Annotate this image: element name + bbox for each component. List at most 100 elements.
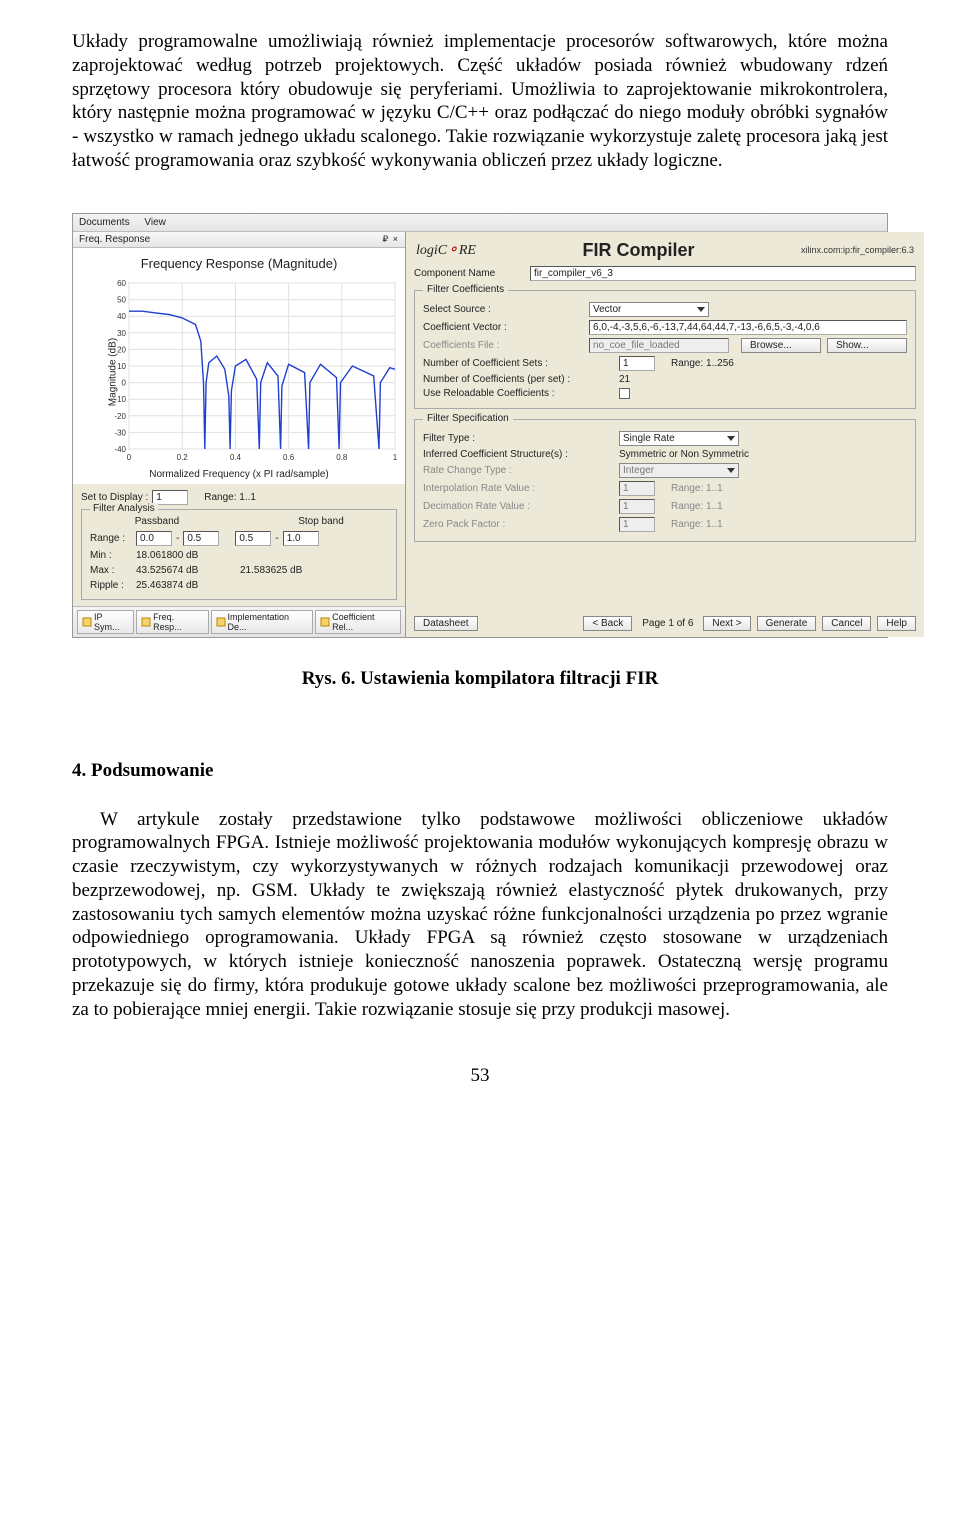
cancel-button[interactable]: Cancel — [822, 616, 871, 631]
coef-file-label: Coefficients File : — [423, 340, 583, 351]
component-name-input[interactable]: fir_compiler_v6_3 — [530, 266, 916, 281]
filter-type-dropdown[interactable]: Single Rate — [619, 431, 739, 446]
tab-1[interactable]: Freq. Resp... — [136, 610, 208, 634]
left-tabs: IP Sym... Freq. Resp... Implementation De.… — [73, 606, 405, 637]
panel-title-text: Freq. Response — [79, 234, 150, 245]
menu-bar: Documents View — [73, 214, 887, 232]
figure-caption: Rys. 6. Ustawienia kompilatora filtracji… — [72, 668, 888, 690]
stopband-hi[interactable]: 1.0 — [283, 531, 319, 546]
menu-view[interactable]: View — [144, 217, 166, 228]
reloadable-checkbox[interactable] — [619, 388, 630, 399]
paragraph-1: Układy programowalne umożliwiają również… — [72, 30, 888, 173]
section-heading: 4. Podsumowanie — [72, 760, 888, 782]
num-per-set-label: Number of Coefficients (per set) : — [423, 374, 613, 385]
svg-text:40: 40 — [117, 312, 126, 321]
filter-analysis-fieldset: Filter Analysis Passband Stop band Range… — [81, 509, 397, 600]
chevron-down-icon — [697, 307, 705, 312]
inferred-value: Symmetric or Non Symmetric — [619, 449, 749, 460]
help-button[interactable]: Help — [877, 616, 916, 631]
paragraph-2: W artykule zostały przedstawione tylko p… — [72, 808, 888, 1022]
tab-0[interactable]: IP Sym... — [77, 610, 134, 634]
right-panel: logiC⚬RE FIR Compiler xilinx.com:ip:fir_… — [406, 232, 924, 637]
zero-input: 1 — [619, 517, 655, 532]
tab-icon — [141, 617, 151, 627]
wizard-bottom-bar: Datasheet < Back Page 1 of 6 Next > Gene… — [414, 610, 916, 637]
tab-icon — [320, 617, 330, 627]
num-per-set-value: 21 — [619, 374, 630, 385]
chart-area: Frequency Response (Magnitude) Magnitude… — [73, 248, 405, 484]
num-sets-label: Number of Coefficient Sets : — [423, 358, 613, 369]
show-button[interactable]: Show... — [827, 338, 907, 353]
coef-vector-input[interactable]: 6,0,-4,-3,5,6,-6,-13,7,44,64,44,7,-13,-6… — [589, 320, 907, 335]
svg-text:50: 50 — [117, 295, 126, 304]
svg-text:0.6: 0.6 — [283, 453, 295, 462]
svg-text:0: 0 — [127, 453, 132, 462]
select-source-label: Select Source : — [423, 304, 583, 315]
browse-button[interactable]: Browse... — [741, 338, 821, 353]
decim-input: 1 — [619, 499, 655, 514]
tab-3[interactable]: Coefficient Rel... — [315, 610, 401, 634]
filter-analysis-legend: Filter Analysis — [90, 503, 158, 514]
num-sets-range: Range: 1..256 — [671, 358, 734, 369]
rate-change-dropdown: Integer — [619, 463, 739, 478]
tab-label: Implementation De... — [228, 612, 309, 632]
reloadable-label: Use Reloadable Coefficients : — [423, 388, 613, 399]
stopband-lo[interactable]: 0.5 — [235, 531, 271, 546]
interp-label: Interpolation Rate Value : — [423, 483, 613, 494]
ripple-value: 25.463874 dB — [136, 580, 198, 591]
coef-vector-label: Coefficient Vector : — [423, 322, 583, 333]
filter-spec-fieldset: Filter Specification Filter Type : Singl… — [414, 419, 916, 542]
panel-dock-close[interactable]: ₽ × — [383, 234, 399, 245]
svg-text:-30: -30 — [114, 428, 126, 437]
figure-screenshot: Documents View Freq. Response ₽ × Freque… — [72, 213, 888, 638]
min-label: Min : — [90, 550, 132, 561]
ripple-label: Ripple : — [90, 580, 132, 591]
stopband-header: Stop band — [254, 516, 388, 527]
ip-tag: xilinx.com:ip:fir_compiler:6.3 — [801, 245, 914, 255]
num-sets-input[interactable]: 1 — [619, 356, 655, 371]
svg-text:0.2: 0.2 — [177, 453, 189, 462]
filter-coefficients-fieldset: Filter Coefficients Select Source : Vect… — [414, 290, 916, 409]
chart-ylabel: Magnitude (dB) — [108, 337, 119, 405]
svg-text:0.8: 0.8 — [336, 453, 348, 462]
filter-spec-legend: Filter Specification — [423, 413, 513, 424]
back-button[interactable]: < Back — [583, 616, 632, 631]
stopband-max-value: 21.583625 dB — [240, 565, 302, 576]
decim-label: Decimation Rate Value : — [423, 501, 613, 512]
svg-text:30: 30 — [117, 328, 126, 337]
select-source-dropdown[interactable]: Vector — [589, 302, 709, 317]
set-display-range: Range: 1..1 — [204, 492, 256, 503]
chart-title: Frequency Response (Magnitude) — [77, 256, 401, 271]
set-display-label: Set to Display : — [81, 492, 148, 503]
menu-documents[interactable]: Documents — [79, 217, 130, 228]
fir-compiler-title: FIR Compiler — [582, 240, 694, 261]
inferred-label: Inferred Coefficient Structure(s) : — [423, 449, 613, 460]
filter-coefficients-legend: Filter Coefficients — [423, 284, 508, 295]
left-panel: Freq. Response ₽ × Frequency Response (M… — [73, 232, 406, 637]
tab-2[interactable]: Implementation De... — [211, 610, 314, 634]
next-button[interactable]: Next > — [703, 616, 750, 631]
datasheet-button[interactable]: Datasheet — [414, 616, 478, 631]
min-value: 18.061800 dB — [136, 550, 198, 561]
svg-text:0: 0 — [122, 378, 127, 387]
tab-icon — [216, 617, 226, 627]
page-number: 53 — [72, 1065, 888, 1087]
svg-text:-40: -40 — [114, 445, 126, 454]
svg-text:1: 1 — [393, 453, 398, 462]
app-window: Documents View Freq. Response ₽ × Freque… — [72, 213, 888, 638]
chart-svg: 6050403020100-10-20-30-4000.20.40.60.81 — [101, 277, 401, 467]
tab-label: Coefficient Rel... — [332, 612, 396, 632]
zero-range: Range: 1..1 — [671, 519, 723, 530]
rate-change-label: Rate Change Type : — [423, 465, 613, 476]
filter-type-label: Filter Type : — [423, 433, 613, 444]
decim-range: Range: 1..1 — [671, 501, 723, 512]
passband-lo[interactable]: 0.0 — [136, 531, 172, 546]
tab-label: IP Sym... — [94, 612, 129, 632]
chevron-down-icon — [727, 468, 735, 473]
max-label: Max : — [90, 565, 132, 576]
passband-hi[interactable]: 0.5 — [183, 531, 219, 546]
svg-text:0.4: 0.4 — [230, 453, 242, 462]
interp-input: 1 — [619, 481, 655, 496]
tab-label: Freq. Resp... — [153, 612, 203, 632]
generate-button[interactable]: Generate — [757, 616, 817, 631]
